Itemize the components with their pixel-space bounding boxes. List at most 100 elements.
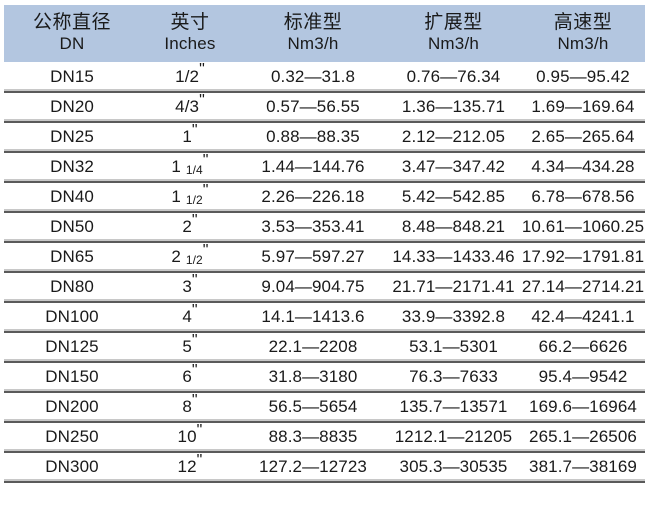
inches-mark: " bbox=[202, 151, 209, 169]
table-row: DN50 2" 3.53—353.41 8.48—848.21 10.61—1060.2… bbox=[4, 212, 645, 244]
column-header-high-speed-type: 高速型 Nm3/h bbox=[521, 5, 645, 62]
cell-high-speed-type: 1.69—169.64 bbox=[521, 92, 645, 124]
cell-extended-type: 135.7—13571 bbox=[386, 392, 521, 424]
inches-fraction: 1/2 bbox=[185, 253, 203, 268]
table-row: DN65 2 1/2" 5.97—597.27 14.33—1433.46 17.92—… bbox=[4, 242, 645, 274]
table-row: DN32 1 1/4" 1.44—144.76 3.47—347.42 4.34—434… bbox=[4, 151, 645, 184]
cell-extended-type: 305.3—30535 bbox=[386, 452, 521, 484]
column-header-high-speed-type-cn: 高速型 bbox=[553, 12, 613, 33]
cell-inches: 2" bbox=[140, 212, 240, 244]
cell-extended-type: 1212.1—21205 bbox=[386, 422, 521, 454]
inches-fraction: 1/2 bbox=[185, 193, 203, 208]
table-row: DN25 1" 0.88—88.35 2.12—212.05 2.65—265.64 bbox=[4, 121, 645, 154]
inches-whole: 1 bbox=[171, 157, 181, 177]
column-header-nominal-diameter: 公称直径 DN bbox=[4, 5, 140, 62]
cell-standard-type: 14.1—1413.6 bbox=[240, 302, 386, 334]
inches-fraction: 4/3 bbox=[175, 97, 200, 117]
inches-whole: 3 bbox=[182, 277, 192, 297]
cell-nominal-diameter: DN40 bbox=[4, 182, 140, 214]
cell-high-speed-type: 381.7—38169 bbox=[521, 452, 645, 484]
cell-standard-type: 1.44—144.76 bbox=[240, 152, 386, 184]
cell-inches: 2 1/2" bbox=[140, 242, 240, 274]
table-header: 公称直径 DN 英寸 Inches 标准型 Nm3/h 扩展型 Nm3/h 高速… bbox=[4, 5, 645, 63]
table-row: DN100 4" 14.1—1413.6 33.9—3392.8 42.4—4241.1 bbox=[4, 301, 645, 334]
table-row: DN40 1 1/2" 2.26—226.18 5.42—542.85 6.78—678… bbox=[4, 181, 645, 214]
cell-standard-type: 56.5—5654 bbox=[240, 392, 386, 424]
flow-capacity-table: 公称直径 DN 英寸 Inches 标准型 Nm3/h 扩展型 Nm3/h 高速… bbox=[4, 5, 645, 484]
cell-high-speed-type: 42.4—4241.1 bbox=[521, 302, 645, 334]
cell-inches: 10" bbox=[140, 421, 240, 454]
cell-extended-type: 0.76—76.34 bbox=[386, 62, 521, 94]
cell-high-speed-type: 4.34—434.28 bbox=[521, 152, 645, 184]
inches-mark: " bbox=[199, 91, 205, 109]
cell-nominal-diameter: DN80 bbox=[4, 272, 140, 304]
cell-inches: 5" bbox=[140, 331, 240, 364]
cell-extended-type: 14.33—1433.46 bbox=[386, 242, 521, 274]
cell-inches: 1/2" bbox=[140, 62, 240, 94]
cell-high-speed-type: 95.4—9542 bbox=[521, 362, 645, 394]
cell-standard-type: 88.3—8835 bbox=[240, 422, 386, 454]
inches-mark: " bbox=[191, 121, 198, 139]
inches-fraction: 1/4 bbox=[185, 163, 203, 178]
inches-mark: " bbox=[196, 421, 203, 439]
cell-nominal-diameter: DN150 bbox=[4, 362, 140, 394]
inches-mark: " bbox=[191, 391, 198, 409]
cell-standard-type: 0.32—31.8 bbox=[240, 62, 386, 94]
table-row: DN20 4/3" 0.57—56.55 1.36—135.71 1.69—169.64 bbox=[4, 91, 645, 124]
table-row: DN125 5" 22.1—2208 53.1—5301 66.2—6626 bbox=[4, 331, 645, 364]
cell-inches: 12" bbox=[140, 452, 240, 484]
inches-whole: 8 bbox=[182, 397, 192, 417]
cell-inches: 1 1/2" bbox=[140, 181, 240, 214]
cell-nominal-diameter: DN50 bbox=[4, 212, 140, 244]
column-header-inches: 英寸 Inches bbox=[140, 5, 240, 62]
inches-whole: 2 bbox=[182, 217, 192, 237]
cell-extended-type: 53.1—5301 bbox=[386, 332, 521, 364]
table-row: DN250 10" 88.3—8835 1212.1—21205 265.1—26506 bbox=[4, 421, 645, 454]
cell-extended-type: 2.12—212.05 bbox=[386, 122, 521, 154]
cell-nominal-diameter: DN250 bbox=[4, 422, 140, 454]
inches-mark: " bbox=[191, 361, 198, 379]
cell-nominal-diameter: DN65 bbox=[4, 242, 140, 274]
inches-fraction: 1/2 bbox=[175, 66, 200, 86]
cell-high-speed-type: 27.14—2714.21 bbox=[521, 272, 645, 304]
cell-standard-type: 127.2—12723 bbox=[240, 452, 386, 484]
cell-nominal-diameter: DN125 bbox=[4, 332, 140, 364]
cell-high-speed-type: 265.1—26506 bbox=[521, 422, 645, 454]
inches-whole: 1 bbox=[182, 127, 192, 147]
cell-nominal-diameter: DN100 bbox=[4, 302, 140, 334]
cell-standard-type: 22.1—2208 bbox=[240, 332, 386, 364]
inches-mark: " bbox=[191, 271, 198, 289]
inches-whole: 6 bbox=[182, 367, 192, 387]
column-header-extended-type-cn: 扩展型 bbox=[424, 12, 483, 33]
cell-standard-type: 2.26—226.18 bbox=[240, 182, 386, 214]
column-header-high-speed-type-unit: Nm3/h bbox=[557, 34, 609, 54]
cell-standard-type: 0.88—88.35 bbox=[240, 122, 386, 154]
cell-nominal-diameter: DN32 bbox=[4, 152, 140, 184]
column-header-extended-type: 扩展型 Nm3/h bbox=[386, 5, 521, 62]
table-row: DN200 8" 56.5—5654 135.7—13571 169.6—16964 bbox=[4, 391, 645, 424]
cell-standard-type: 3.53—353.41 bbox=[240, 212, 386, 244]
column-header-standard-type-unit: Nm3/h bbox=[287, 34, 339, 54]
cell-nominal-diameter: DN20 bbox=[4, 92, 140, 124]
cell-extended-type: 3.47—347.42 bbox=[386, 152, 521, 184]
column-header-nominal-diameter-en: DN bbox=[59, 34, 85, 54]
cell-high-speed-type: 6.78—678.56 bbox=[521, 182, 645, 214]
column-header-standard-type: 标准型 Nm3/h bbox=[240, 5, 386, 62]
cell-inches: 1 1/4" bbox=[140, 151, 240, 184]
inches-mark: " bbox=[191, 301, 198, 319]
inches-whole: 1 bbox=[171, 187, 181, 207]
inches-mark: " bbox=[191, 331, 198, 349]
cell-inches: 4" bbox=[140, 301, 240, 334]
column-header-extended-type-unit: Nm3/h bbox=[427, 34, 480, 54]
inches-whole: 12 bbox=[177, 457, 197, 477]
cell-extended-type: 33.9—3392.8 bbox=[386, 302, 521, 334]
inches-whole: 10 bbox=[177, 427, 197, 447]
inches-mark: " bbox=[202, 181, 209, 199]
cell-inches: 3" bbox=[140, 271, 240, 304]
cell-standard-type: 9.04—904.75 bbox=[240, 272, 386, 304]
table-row: DN300 12" 127.2—12723 305.3—30535 381.7—3816… bbox=[4, 452, 645, 484]
column-header-standard-type-cn: 标准型 bbox=[283, 12, 343, 33]
cell-high-speed-type: 66.2—6626 bbox=[521, 332, 645, 364]
cell-standard-type: 31.8—3180 bbox=[240, 362, 386, 394]
cell-high-speed-type: 169.6—16964 bbox=[521, 392, 645, 424]
